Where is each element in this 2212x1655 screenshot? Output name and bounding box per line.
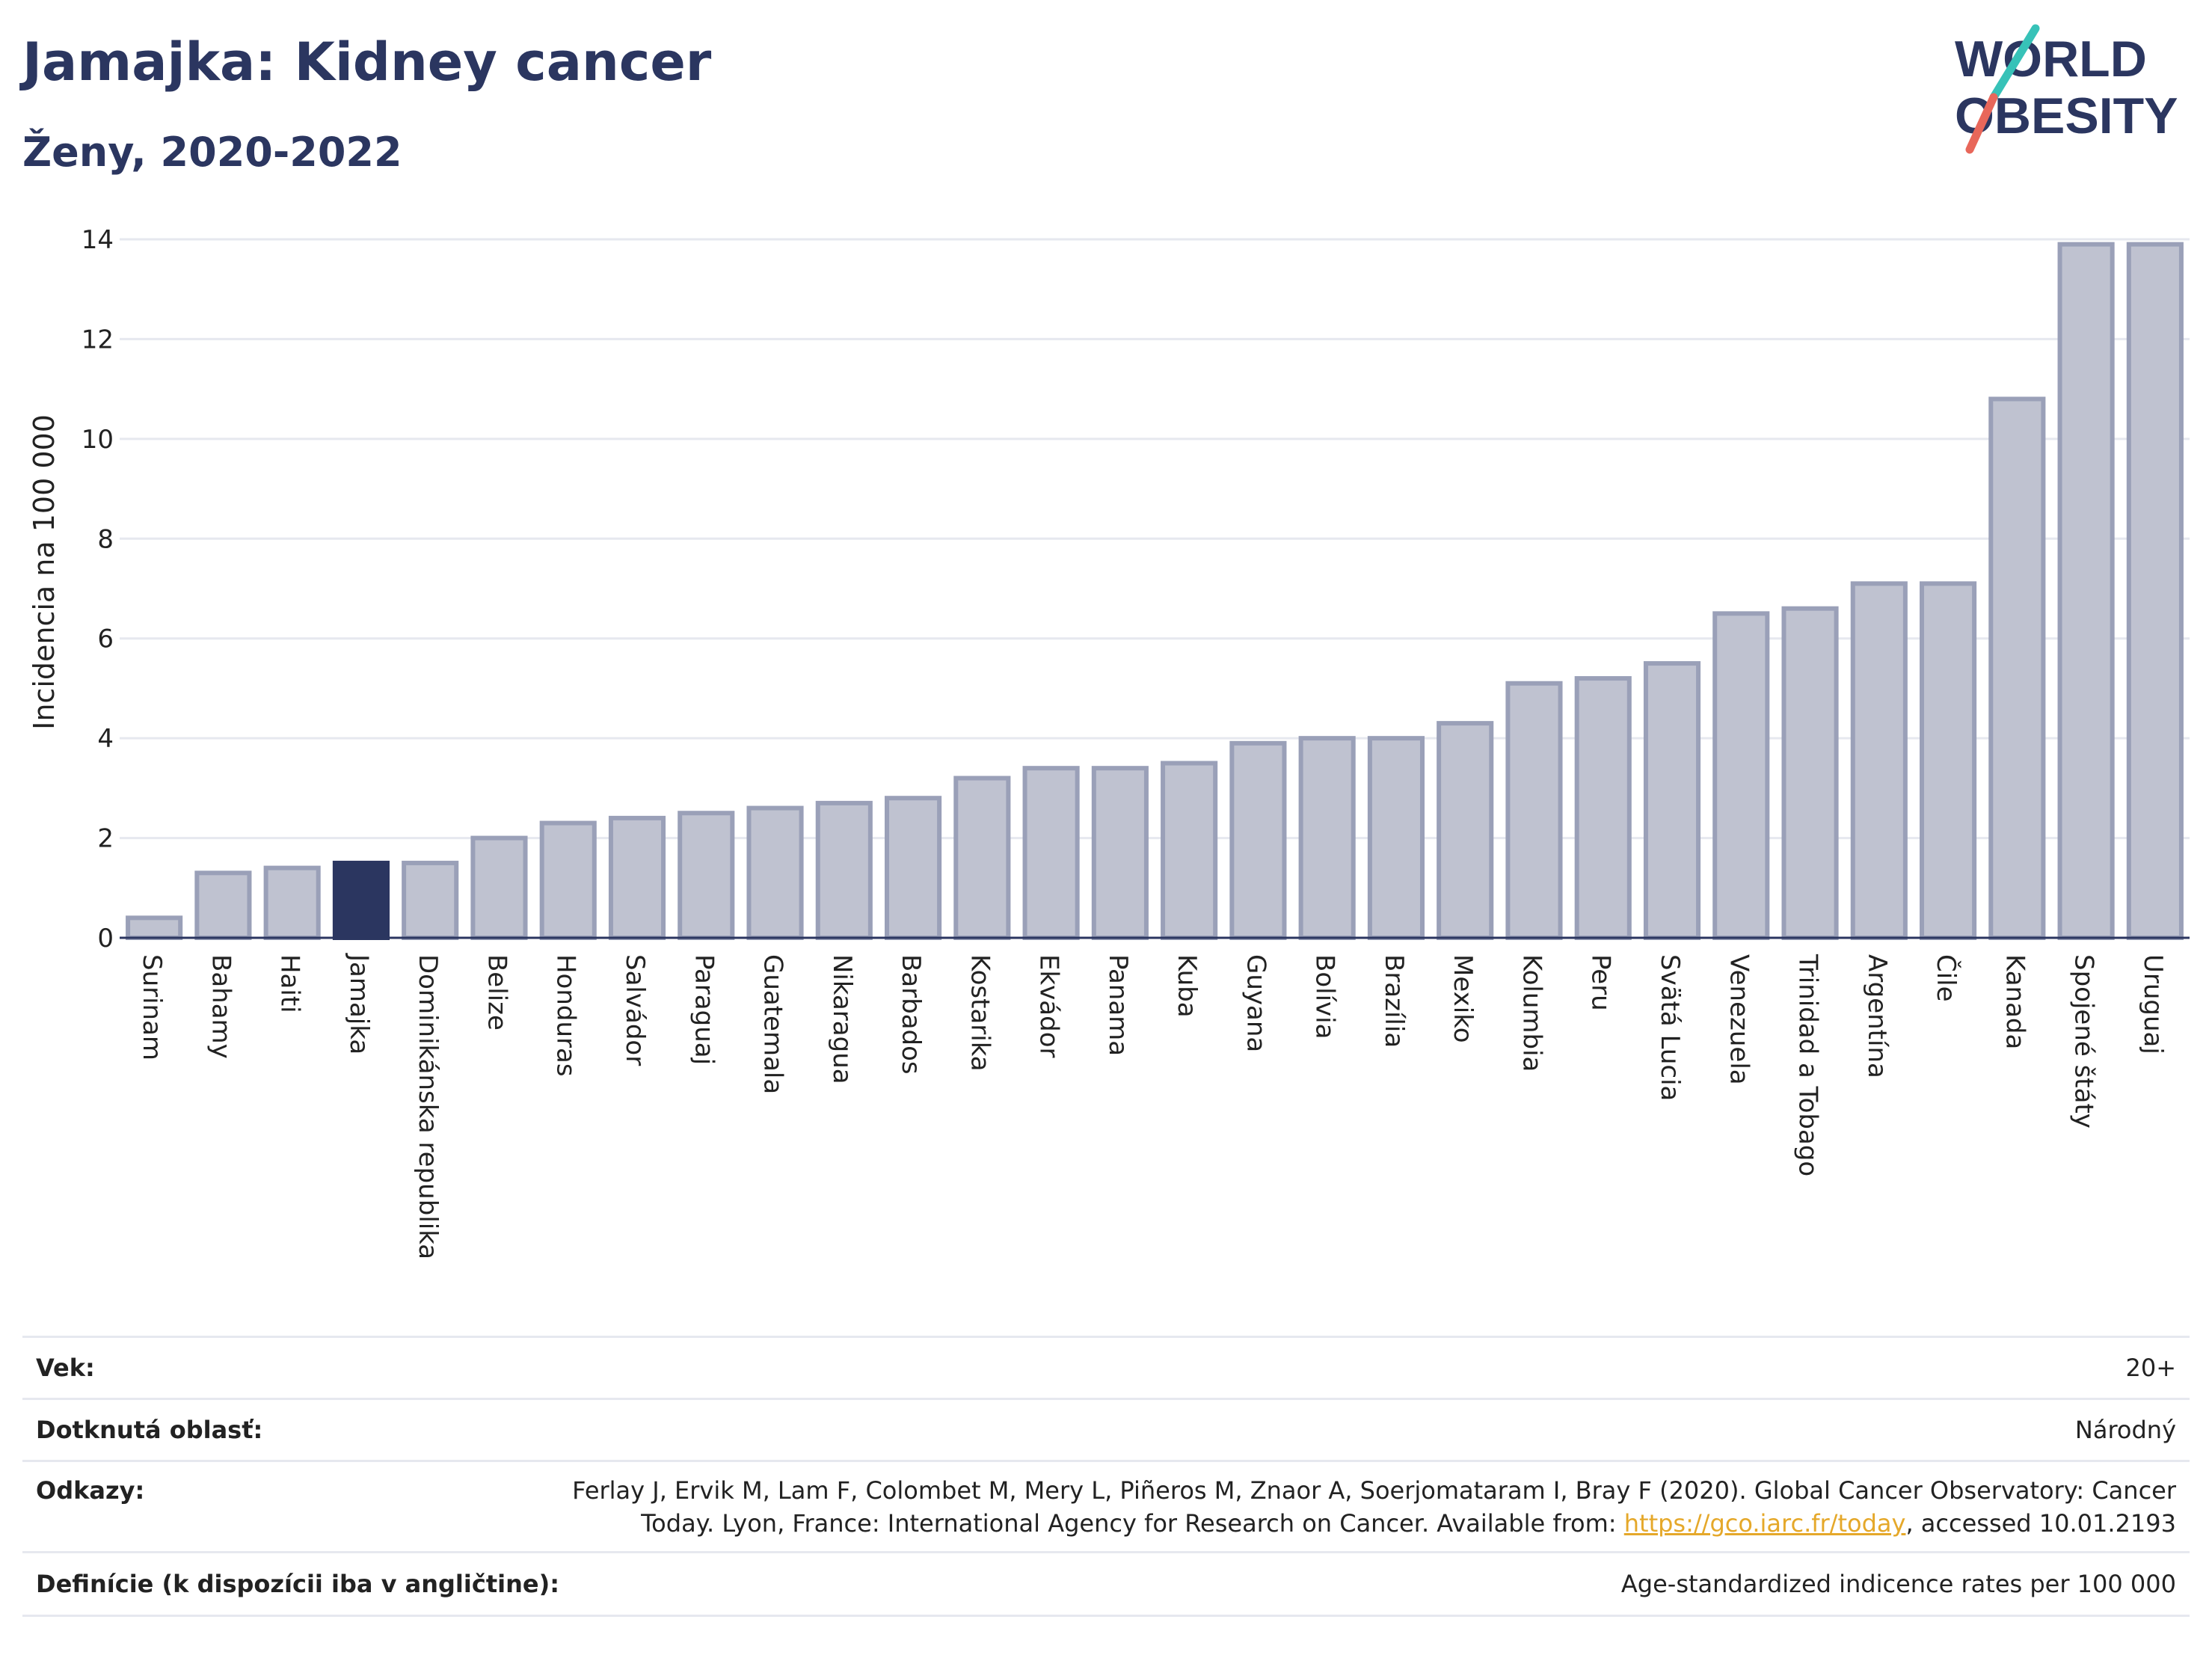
bar-dominikánska-republika <box>402 860 459 941</box>
x-tick-label: Brazília <box>1379 954 1409 1048</box>
x-tick-label: Kolumbia <box>1517 954 1546 1072</box>
bar-jamajka <box>332 860 390 941</box>
x-tick-label: Argentína <box>1862 954 1892 1078</box>
x-tick-label: Salvádor <box>620 954 650 1066</box>
x-tick-label: Svätá Lucia <box>1655 954 1685 1101</box>
bar-guatemala <box>746 805 804 940</box>
y-tick-label: 10 <box>82 425 114 455</box>
x-tick-label: Nikaragua <box>827 954 857 1084</box>
bar-kostarika <box>953 776 1011 940</box>
bar-trinidad-a-tobago <box>1781 606 1839 941</box>
bar-chart: 0 2 4 6 8 10 12 14 Surinam Bahamy Haiti Jamajka Dom… <box>28 225 2190 1259</box>
meta-value-area: Národný <box>2074 1416 2176 1444</box>
bar-belize <box>470 835 528 940</box>
bar-kolumbia <box>1505 681 1563 940</box>
logo-slash-top <box>1989 24 2040 102</box>
bar-ekvádor <box>1022 766 1080 940</box>
bar-bolívia <box>1298 736 1356 941</box>
metadata-table: Vek: 20+ Dotknutá oblasť: Národný Odkazy… <box>22 1336 2190 1617</box>
page-title: Jamajka: Kidney cancer <box>22 31 712 93</box>
bar-mexiko <box>1437 721 1494 941</box>
reference-link[interactable]: https://gco.iarc.fr/today <box>1623 1509 1906 1538</box>
x-tick-label: Venezuela <box>1724 954 1754 1085</box>
y-tick-label: 14 <box>82 225 114 255</box>
meta-row-references: Odkazy: Ferlay J, Ervik M, Lam F, Colomb… <box>22 1462 2190 1553</box>
bar-brazília <box>1367 736 1425 941</box>
x-tick-label: Čile <box>1931 954 1961 1002</box>
bar-paraguaj <box>678 811 735 940</box>
bar-bahamy <box>194 871 252 941</box>
x-tick-label: Dominikánska republika <box>413 954 443 1259</box>
bar-surinam <box>126 915 183 941</box>
bar-guyana <box>1229 740 1287 940</box>
logo-slash-bottom <box>1965 93 1998 154</box>
page-subtitle: Ženy, 2020-2022 <box>22 129 402 176</box>
bar-venezuela <box>1712 611 1770 940</box>
meta-key-age: Vek: <box>36 1354 95 1382</box>
y-tick-label: 0 <box>97 924 114 954</box>
x-tick-label: Peru <box>1586 954 1616 1011</box>
x-tick-label: Spojené štáty <box>2069 954 2099 1129</box>
x-tick-label: Uruguaj <box>2138 954 2168 1054</box>
x-tick-label: Kuba <box>1172 954 1202 1018</box>
meta-row-age: Vek: 20+ <box>22 1338 2190 1400</box>
y-tick-label: 2 <box>97 824 114 854</box>
meta-value-references: Ferlay J, Ervik M, Lam F, Colombet M, Me… <box>542 1474 2190 1540</box>
meta-key-area: Dotknutá oblasť: <box>36 1416 263 1444</box>
logo-line1: WORLD <box>1955 31 2147 87</box>
bar-haiti <box>263 865 321 940</box>
x-tick-label: Honduras <box>551 954 581 1077</box>
y-tick-label: 12 <box>82 325 114 354</box>
bar-čile <box>1920 581 1977 940</box>
x-tick-label: Ekvádor <box>1034 954 1064 1058</box>
world-obesity-logo: WORLD OBESITY <box>1955 24 2178 154</box>
bar-honduras <box>539 820 597 940</box>
reference-line2-pre: Today. Lyon, France: International Agenc… <box>641 1509 1624 1538</box>
x-tick-label: Panama <box>1103 954 1133 1056</box>
x-tick-label: Trinidad a Tobago <box>1793 954 1823 1176</box>
x-tick-label: Barbados <box>896 954 926 1075</box>
x-tick-label: Paraguaj <box>689 954 719 1065</box>
bar-kanada <box>1988 396 2046 940</box>
meta-value-age: 20+ <box>2125 1354 2176 1382</box>
meta-row-definitions: Definície (k dispozícii iba v angličtine… <box>22 1553 2190 1617</box>
x-tick-labels: Surinam Bahamy Haiti Jamajka Dominikánska re… <box>137 953 2168 1259</box>
x-tick-label: Bahamy <box>206 954 236 1059</box>
bar-nikaragua <box>815 800 873 941</box>
meta-key-references: Odkazy: <box>36 1476 145 1505</box>
bar-barbados <box>885 796 942 940</box>
bar-salvádor <box>608 815 666 941</box>
bar-panama <box>1091 766 1149 940</box>
bar-kuba <box>1161 761 1218 940</box>
y-tick-label: 6 <box>97 624 114 654</box>
x-tick-label: Bolívia <box>1310 954 1340 1039</box>
bars <box>126 242 2184 941</box>
bar-argentína <box>1850 581 1908 940</box>
x-tick-label: Kostarika <box>965 954 995 1072</box>
bar-uruguaj <box>2126 242 2184 940</box>
meta-row-area: Dotknutá oblasť: Národný <box>22 1400 2190 1462</box>
x-tick-label: Guatemala <box>758 954 788 1094</box>
x-tick-label: Kanada <box>2000 954 2030 1049</box>
y-tick-label: 8 <box>97 524 114 554</box>
reference-line1: Ferlay J, Ervik M, Lam F, Colombet M, Me… <box>572 1476 2176 1505</box>
bar-peru <box>1574 676 1632 940</box>
reference-line2-post: , accessed 10.01.2193 <box>1905 1509 2176 1538</box>
x-tick-label: Mexiko <box>1448 954 1478 1043</box>
x-tick-label: Haiti <box>275 954 305 1013</box>
y-tick-label: 4 <box>97 724 114 754</box>
grid-lines <box>120 238 2190 840</box>
x-tick-label: Surinam <box>137 954 167 1060</box>
meta-key-definitions: Definície (k dispozícii iba v angličtine… <box>36 1570 559 1598</box>
y-axis-label: Incidencia na 100 000 <box>28 414 61 730</box>
x-tick-label: Jamajka <box>344 953 374 1054</box>
y-tick-labels: 0 2 4 6 8 10 12 14 <box>82 225 114 954</box>
x-tick-label: Belize <box>482 954 511 1031</box>
bar-spojené-štáty <box>2057 242 2115 940</box>
x-tick-label: Guyana <box>1241 954 1271 1052</box>
meta-value-definitions: Age-standardized indicence rates per 100… <box>1620 1570 2176 1598</box>
bar-svätá-lucia <box>1643 661 1701 940</box>
